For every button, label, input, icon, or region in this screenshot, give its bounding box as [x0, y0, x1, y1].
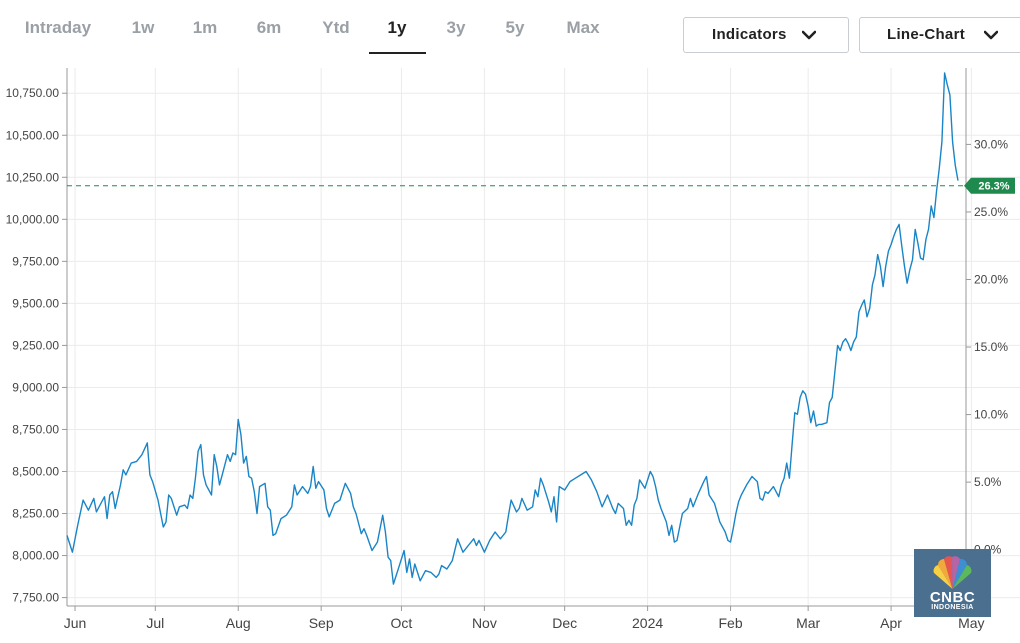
y-tick-label: 7,750.00 — [12, 591, 59, 605]
tab-1m[interactable]: 1m — [192, 18, 218, 37]
x-tick-label: Sep — [309, 615, 334, 631]
y-tick-label: 9,750.00 — [12, 254, 59, 268]
y-tick-label: 9,000.00 — [12, 380, 59, 394]
tab-1y[interactable]: 1y — [387, 18, 407, 37]
tab-5y[interactable]: 5y — [505, 18, 525, 37]
x-tick-label: Feb — [718, 615, 742, 631]
x-tick-label: Oct — [391, 615, 413, 631]
indicators-dropdown[interactable]: Indicators — [683, 17, 849, 53]
y-tick-label: 8,250.00 — [12, 507, 59, 521]
y-tick-label: 8,500.00 — [12, 465, 59, 479]
change-badge-label: 26.3% — [978, 181, 1009, 193]
percent-tick-label: 20.0% — [974, 273, 1008, 287]
y-tick-label: 9,500.00 — [12, 296, 59, 310]
x-tick-label: Aug — [226, 615, 251, 631]
x-tick-label: Jun — [64, 615, 87, 631]
logo-subtitle: INDONESIA — [931, 604, 974, 611]
x-tick-label: Apr — [880, 615, 902, 631]
price-series-line[interactable] — [66, 72, 959, 585]
axes — [66, 68, 967, 607]
y-tick-label: 10,500.00 — [6, 128, 60, 142]
percent-tick-label: 25.0% — [974, 205, 1008, 219]
chart-type-label: Line-Chart — [887, 26, 965, 43]
x-tick-label: Jul — [146, 615, 164, 631]
grid-lines — [67, 68, 1020, 606]
x-tick-label: Nov — [472, 615, 497, 631]
percent-tick-label: 10.0% — [974, 408, 1008, 422]
peacock-icon — [933, 556, 972, 589]
cnbc-indonesia-logo: CNBC INDONESIA — [914, 549, 991, 617]
logo-wordmark: CNBC — [929, 589, 976, 606]
x-tick-label: 2024 — [632, 615, 663, 631]
chart-type-dropdown[interactable]: Line-Chart — [859, 17, 1020, 53]
tab-ytd[interactable]: Ytd — [322, 18, 350, 37]
indicators-label: Indicators — [712, 26, 787, 43]
y-tick-label: 9,250.00 — [12, 338, 59, 352]
y-tick-label: 8,750.00 — [12, 422, 59, 436]
y-tick-label: 10,000.00 — [6, 212, 60, 226]
percent-tick-label: 15.0% — [974, 340, 1008, 354]
tab-3y[interactable]: 3y — [446, 18, 466, 37]
x-tick-label: Dec — [552, 615, 577, 631]
y-tick-label: 10,250.00 — [6, 170, 60, 184]
tab-max[interactable]: Max — [566, 18, 600, 37]
y-tick-label: 10,750.00 — [6, 86, 60, 100]
active-tab-underline — [369, 52, 426, 54]
percent-tick-label: 5.0% — [974, 475, 1002, 489]
change-badge: 26.3% — [964, 177, 1015, 194]
percent-tick-label: 30.0% — [974, 137, 1008, 151]
y-tick-label: 8,000.00 — [12, 549, 59, 563]
tab-6m[interactable]: 6m — [256, 18, 282, 37]
chevron-down-icon — [802, 30, 816, 40]
x-tick-label: May — [958, 615, 984, 631]
tab-1w[interactable]: 1w — [131, 18, 155, 37]
y-axis-ticks: 10,750.00 10,500.00 10,250.00 10,000.00 9,75… — [6, 86, 67, 605]
x-axis-ticks: Jun Jul Aug Sep Oct Nov Dec 2024 Feb Mar Apr May — [64, 606, 985, 631]
percent-axis-ticks: 30.0%25.0%20.0%15.0%10.0%5.0%0.0% — [966, 137, 1008, 557]
chevron-down-icon — [984, 30, 998, 40]
tab-intraday[interactable]: Intraday — [24, 18, 92, 37]
range-tabs: Intraday 1w 1m 6m Ytd 1y 3y 5y Max — [0, 0, 660, 56]
x-tick-label: Mar — [796, 615, 820, 631]
change-badge-background — [964, 177, 1015, 194]
